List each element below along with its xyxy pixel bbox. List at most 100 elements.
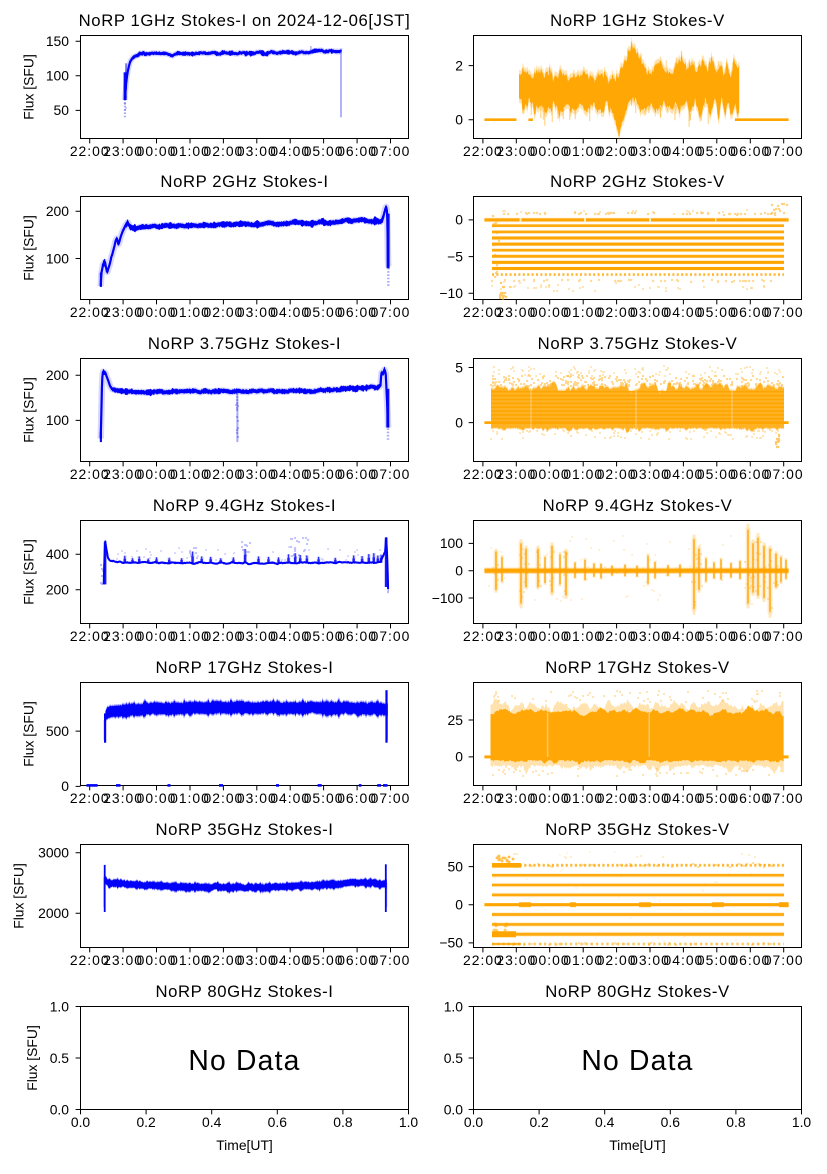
svg-text:04:00: 04:00: [270, 304, 310, 320]
svg-text:02:00: 02:00: [204, 790, 244, 806]
svg-text:1.0: 1.0: [792, 1114, 812, 1130]
svg-text:150: 150: [46, 33, 69, 49]
svg-text:04:00: 04:00: [270, 143, 310, 159]
svg-text:03:00: 03:00: [237, 304, 277, 320]
svg-text:05:00: 05:00: [304, 466, 344, 482]
svg-text:22:00: 22:00: [463, 466, 503, 482]
svg-text:04:00: 04:00: [270, 466, 310, 482]
svg-text:22:00: 22:00: [463, 790, 503, 806]
svg-text:100: 100: [440, 535, 463, 551]
svg-text:0.5: 0.5: [50, 1050, 70, 1066]
svg-text:22:00: 22:00: [463, 952, 503, 968]
svg-text:01:00: 01:00: [170, 466, 210, 482]
svg-text:0: 0: [455, 414, 463, 430]
svg-text:07:00: 07:00: [371, 790, 411, 806]
svg-text:23:00: 23:00: [103, 952, 143, 968]
svg-text:06:00: 06:00: [337, 952, 377, 968]
svg-text:22:00: 22:00: [463, 304, 503, 320]
svg-text:06:00: 06:00: [730, 143, 770, 159]
svg-text:00:00: 00:00: [530, 952, 570, 968]
svg-text:0: 0: [455, 563, 463, 579]
svg-text:0.0: 0.0: [50, 1101, 70, 1117]
svg-text:NoRP 3.75GHz Stokes-V: NoRP 3.75GHz Stokes-V: [538, 334, 738, 353]
svg-text:05:00: 05:00: [304, 304, 344, 320]
svg-text:NoRP 17GHz Stokes-I: NoRP 17GHz Stokes-I: [155, 658, 333, 677]
svg-text:0.0: 0.0: [444, 1101, 464, 1117]
svg-text:NoRP 3.75GHz Stokes-I: NoRP 3.75GHz Stokes-I: [148, 334, 341, 353]
svg-text:00:00: 00:00: [137, 304, 177, 320]
svg-text:−100: −100: [432, 590, 464, 606]
svg-text:−50: −50: [439, 935, 463, 951]
svg-text:22:00: 22:00: [70, 466, 110, 482]
svg-text:0.4: 0.4: [595, 1114, 615, 1130]
svg-text:Flux [SFU]: Flux [SFU]: [21, 377, 37, 443]
svg-text:05:00: 05:00: [304, 143, 344, 159]
svg-text:03:00: 03:00: [630, 466, 670, 482]
svg-text:04:00: 04:00: [664, 143, 704, 159]
svg-text:200: 200: [46, 203, 69, 219]
svg-text:02:00: 02:00: [597, 952, 637, 968]
svg-text:No Data: No Data: [188, 1044, 300, 1076]
svg-text:00:00: 00:00: [530, 790, 570, 806]
svg-text:07:00: 07:00: [764, 790, 804, 806]
svg-text:00:00: 00:00: [530, 466, 570, 482]
svg-text:06:00: 06:00: [337, 790, 377, 806]
svg-text:Flux [SFU]: Flux [SFU]: [21, 54, 37, 120]
svg-text:NoRP 35GHz Stokes-I: NoRP 35GHz Stokes-I: [155, 820, 333, 839]
svg-text:05:00: 05:00: [697, 304, 737, 320]
svg-text:0: 0: [455, 749, 463, 765]
svg-text:05:00: 05:00: [697, 466, 737, 482]
svg-text:03:00: 03:00: [237, 143, 277, 159]
svg-text:5: 5: [455, 359, 463, 375]
svg-text:03:00: 03:00: [237, 628, 277, 644]
svg-text:06:00: 06:00: [730, 628, 770, 644]
svg-text:0.6: 0.6: [661, 1114, 681, 1130]
svg-text:23:00: 23:00: [103, 304, 143, 320]
svg-text:23:00: 23:00: [103, 143, 143, 159]
svg-text:−5: −5: [447, 248, 463, 264]
svg-text:06:00: 06:00: [337, 628, 377, 644]
svg-text:07:00: 07:00: [764, 143, 804, 159]
svg-text:01:00: 01:00: [563, 790, 603, 806]
svg-text:03:00: 03:00: [630, 304, 670, 320]
svg-text:NoRP 35GHz Stokes-V: NoRP 35GHz Stokes-V: [545, 820, 730, 839]
svg-text:0.0: 0.0: [464, 1114, 484, 1130]
svg-text:23:00: 23:00: [103, 628, 143, 644]
svg-text:NoRP 9.4GHz Stokes-I: NoRP 9.4GHz Stokes-I: [153, 496, 336, 515]
svg-text:23:00: 23:00: [496, 952, 536, 968]
svg-text:04:00: 04:00: [664, 628, 704, 644]
svg-text:200: 200: [46, 582, 69, 598]
svg-text:03:00: 03:00: [630, 952, 670, 968]
svg-text:06:00: 06:00: [730, 790, 770, 806]
svg-text:00:00: 00:00: [530, 304, 570, 320]
svg-text:0.2: 0.2: [529, 1114, 549, 1130]
svg-text:22:00: 22:00: [463, 143, 503, 159]
svg-text:04:00: 04:00: [270, 952, 310, 968]
svg-text:NoRP 17GHz Stokes-V: NoRP 17GHz Stokes-V: [545, 658, 730, 677]
svg-text:23:00: 23:00: [496, 304, 536, 320]
svg-text:07:00: 07:00: [371, 628, 411, 644]
svg-text:NoRP 1GHz Stokes-I on 2024-12-: NoRP 1GHz Stokes-I on 2024-12-06[JST]: [79, 11, 411, 30]
svg-text:04:00: 04:00: [664, 304, 704, 320]
svg-text:01:00: 01:00: [170, 628, 210, 644]
svg-text:04:00: 04:00: [664, 952, 704, 968]
svg-text:05:00: 05:00: [697, 628, 737, 644]
svg-text:01:00: 01:00: [170, 790, 210, 806]
svg-text:0.8: 0.8: [333, 1114, 353, 1130]
svg-text:23:00: 23:00: [103, 466, 143, 482]
svg-text:04:00: 04:00: [664, 790, 704, 806]
svg-text:Flux [SFU]: Flux [SFU]: [11, 863, 27, 929]
svg-text:02:00: 02:00: [597, 628, 637, 644]
svg-text:Flux [SFU]: Flux [SFU]: [24, 1025, 40, 1091]
svg-text:0.5: 0.5: [444, 1050, 464, 1066]
svg-text:00:00: 00:00: [530, 628, 570, 644]
svg-text:100: 100: [46, 250, 69, 266]
svg-text:00:00: 00:00: [530, 143, 570, 159]
svg-text:00:00: 00:00: [137, 628, 177, 644]
svg-text:02:00: 02:00: [597, 304, 637, 320]
svg-text:22:00: 22:00: [70, 952, 110, 968]
svg-text:04:00: 04:00: [270, 790, 310, 806]
svg-text:23:00: 23:00: [496, 790, 536, 806]
svg-text:07:00: 07:00: [371, 466, 411, 482]
svg-text:00:00: 00:00: [137, 466, 177, 482]
